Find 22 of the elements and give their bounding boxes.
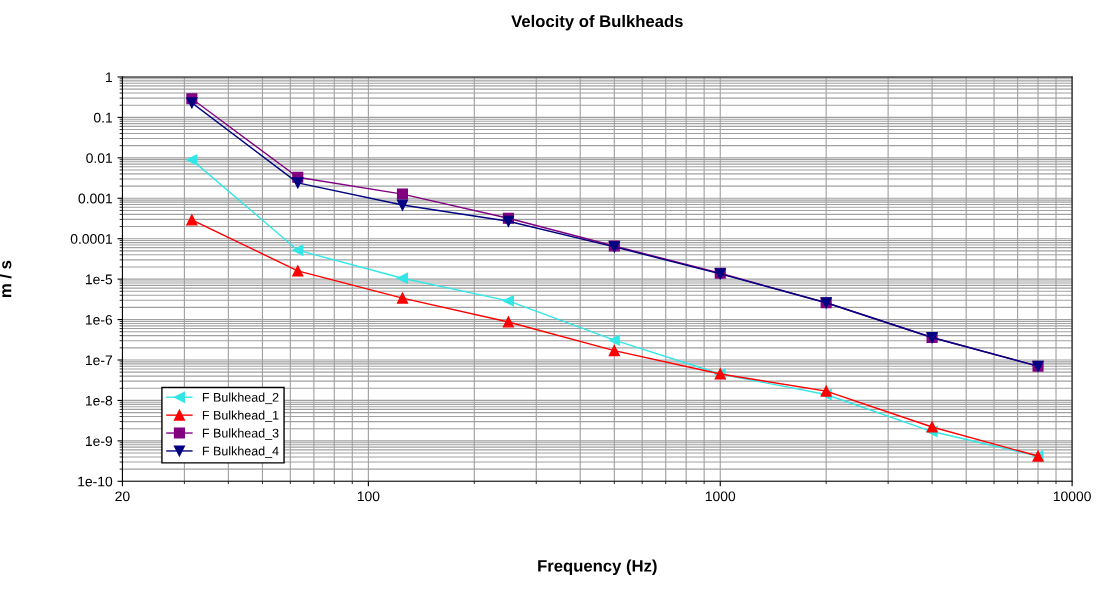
- y-tick-label: 1e-8: [85, 395, 113, 406]
- y-tick-label: 1e-10: [78, 476, 113, 487]
- legend-label: F Bulkhead_4: [202, 446, 279, 458]
- y-tick-label: 1: [106, 72, 113, 82]
- y-tick-label: 1e-7: [85, 355, 113, 366]
- legend-label: F Bulkhead_1: [202, 410, 279, 422]
- x-tick-label: 1000: [705, 491, 736, 502]
- x-axis-title: Frequency (Hz): [538, 559, 657, 576]
- x-tick-label: 100: [357, 491, 380, 502]
- legend-label: F Bulkhead_3: [202, 428, 279, 440]
- y-tick-label: 1e-5: [85, 274, 113, 285]
- legend-label: F Bulkhead_2: [202, 392, 279, 405]
- y-tick-label: 0.001: [78, 193, 113, 204]
- y-tick-label: 1e-6: [85, 314, 113, 325]
- chart-title: Velocity of Bulkheads: [511, 14, 683, 31]
- y-axis-title: m / s: [0, 260, 12, 298]
- y-tick-label: 0.01: [86, 153, 113, 163]
- x-tick-label: 20: [115, 491, 130, 502]
- y-tick-label: 0.1: [93, 112, 113, 123]
- x-tick-label: 10000: [1053, 491, 1091, 502]
- y-tick-label: 0.0001: [70, 234, 113, 244]
- y-tick-label: 1e-9: [85, 436, 113, 447]
